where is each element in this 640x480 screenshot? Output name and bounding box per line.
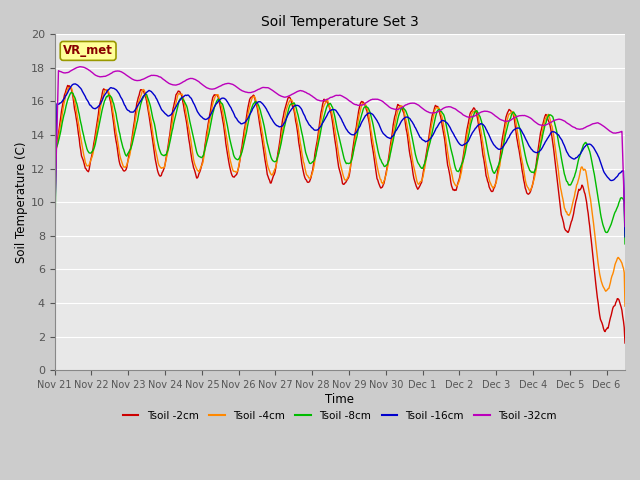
Tsoil -32cm [76,64,84,70]
Tsoil -2cm [295,140,303,145]
X-axis label: Time: Time [325,393,355,406]
Tsoil -2cm [316,115,324,121]
Line: Tsoil -4cm: Tsoil -4cm [54,87,625,306]
Tsoil -16cm [51,234,58,240]
Line: Tsoil -32cm: Tsoil -32cm [54,67,625,227]
Tsoil -2cm [53,141,61,146]
Tsoil -8cm [131,128,139,133]
Tsoil -16cm [53,101,61,107]
Tsoil -2cm [474,121,482,127]
Tsoil -32cm [51,217,58,223]
Tsoil -16cm [72,81,79,87]
Tsoil -8cm [295,115,303,121]
Legend: Tsoil -2cm, Tsoil -4cm, Tsoil -8cm, Tsoil -16cm, Tsoil -32cm: Tsoil -2cm, Tsoil -4cm, Tsoil -8cm, Tsoi… [118,407,561,425]
Tsoil -4cm [474,114,482,120]
Line: Tsoil -16cm: Tsoil -16cm [54,84,625,237]
Line: Tsoil -2cm: Tsoil -2cm [54,85,625,343]
Tsoil -2cm [64,83,72,88]
Tsoil -8cm [461,153,468,158]
Tsoil -4cm [131,118,139,124]
Tsoil -4cm [67,84,75,90]
Tsoil -16cm [316,124,324,130]
Line: Tsoil -8cm: Tsoil -8cm [54,92,625,260]
Tsoil -8cm [316,131,324,137]
Tsoil -32cm [621,224,629,229]
Tsoil -8cm [51,257,58,263]
Y-axis label: Soil Temperature (C): Soil Temperature (C) [15,142,28,263]
Tsoil -2cm [461,144,468,150]
Tsoil -16cm [621,234,629,240]
Tsoil -2cm [51,223,58,228]
Text: VR_met: VR_met [63,45,113,58]
Tsoil -4cm [295,129,303,135]
Tsoil -16cm [461,141,468,147]
Tsoil -4cm [51,226,58,232]
Tsoil -8cm [621,241,629,247]
Tsoil -16cm [131,107,139,113]
Tsoil -4cm [53,143,61,149]
Tsoil -4cm [316,121,324,127]
Tsoil -8cm [68,89,76,95]
Tsoil -32cm [53,128,61,133]
Tsoil -32cm [474,111,482,117]
Tsoil -4cm [621,303,629,309]
Tsoil -2cm [621,340,629,346]
Tsoil -8cm [53,143,61,149]
Tsoil -16cm [295,103,303,109]
Tsoil -2cm [131,111,139,117]
Tsoil -32cm [131,77,139,83]
Title: Soil Temperature Set 3: Soil Temperature Set 3 [261,15,419,29]
Tsoil -32cm [316,98,324,104]
Tsoil -32cm [461,113,468,119]
Tsoil -32cm [295,88,303,94]
Tsoil -4cm [461,149,468,155]
Tsoil -16cm [474,122,482,128]
Tsoil -8cm [474,110,482,116]
